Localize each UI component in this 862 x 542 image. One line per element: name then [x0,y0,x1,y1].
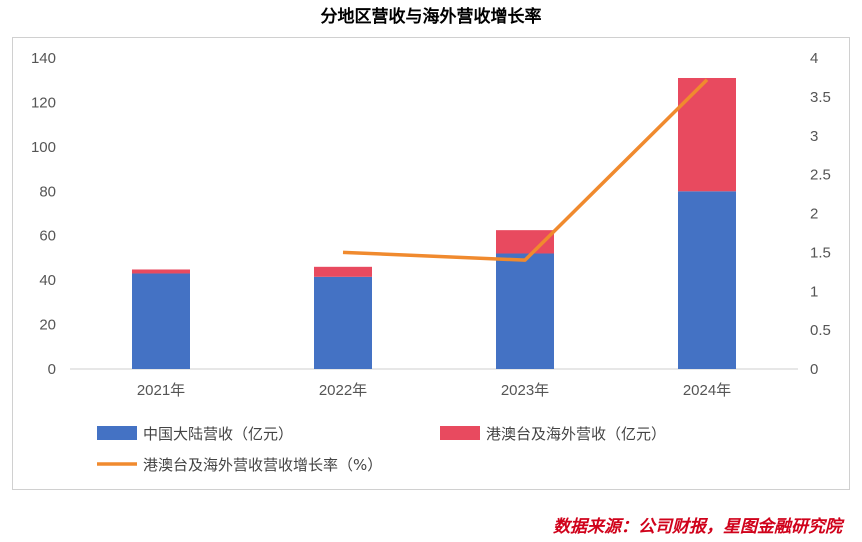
bar-mainland [314,276,372,369]
bar-mainland [496,253,554,369]
y-right-tick-label: 3 [810,128,818,145]
bars-layer [132,77,736,369]
legend-layer: 中国大陆营收（亿元） 港澳台及海外营收（亿元） 港澳台及海外营收营收增长率（%） [97,425,666,474]
y-left-tick-label: 40 [39,272,56,289]
bar-overseas [314,266,372,277]
legend-label: 港澳台及海外营收（亿元） [486,425,666,443]
source-note: 数据来源：公司财报，星图金融研究院 [553,517,842,537]
x-tick-label: 2024年 [683,382,731,399]
x-tick-label: 2023年 [501,382,549,399]
y-left-tick-label: 80 [39,183,56,200]
y-right-tick-label: 0.5 [810,322,831,339]
lines-layer [342,78,709,262]
bar-overseas [678,77,736,192]
bar-mainland [678,191,736,369]
y-right-tick-label: 4 [810,50,818,67]
y-right-tick-label: 1.5 [810,244,831,261]
legend-swatch [440,426,480,440]
y-right-tick-label: 2 [810,206,818,223]
y-left-tick-label: 0 [48,361,56,378]
x-tick-label: 2021年 [137,382,185,399]
y-right-tick-label: 1 [810,283,818,300]
x-tick-label: 2022年 [319,382,367,399]
legend-label: 中国大陆营收（亿元） [143,425,293,443]
y-left-tick-label: 140 [31,50,56,67]
bar-mainland [132,273,190,369]
axes-layer: 0 20 40 60 80 100 120 140 0 0.5 1 1.5 2 2.5 3 3.5 4 2021年… [31,50,831,399]
y-right-tick-label: 2.5 [810,167,831,184]
chart-title: 分地区营收与海外营收增长率 [320,7,542,27]
legend-label: 港澳台及海外营收营收增长率（%） [143,456,382,474]
y-left-tick-label: 100 [31,139,56,156]
y-left-tick-label: 20 [39,317,56,334]
y-right-tick-label: 0 [810,361,818,378]
y-left-tick-label: 60 [39,228,56,245]
chart-frame [12,37,850,490]
y-left-tick-label: 120 [31,94,56,111]
y-right-tick-label: 3.5 [810,89,831,106]
bar-overseas [132,269,190,274]
legend-swatch [97,426,137,440]
